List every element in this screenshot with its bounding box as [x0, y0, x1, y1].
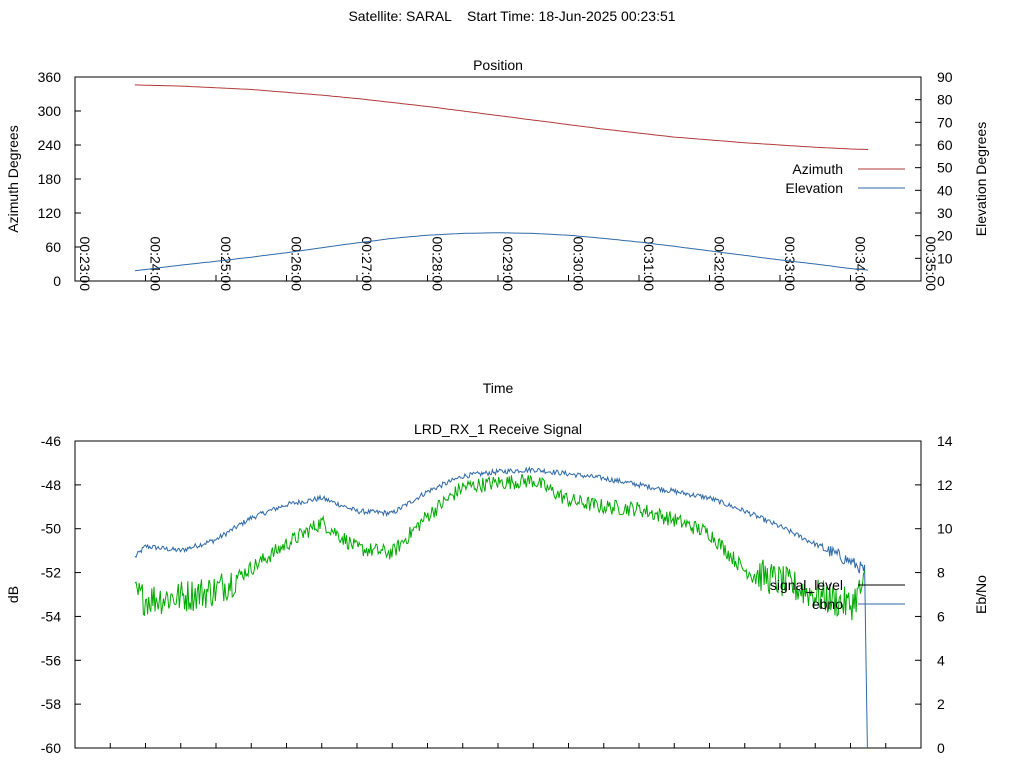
right-tick-label-0-9: 90 [937, 69, 953, 85]
left-tick-label-0-0: 0 [53, 273, 61, 289]
series-line-azimuth [134, 84, 869, 150]
x-tick-label-0-1: 00:24:00 [148, 237, 164, 292]
x-tick-label-0-5: 00:28:00 [430, 237, 446, 292]
x-tick-label-0-12: 00:35:00 [923, 237, 939, 292]
chart-title-0: Position [473, 57, 523, 73]
x-tick-label-0-2: 00:25:00 [218, 237, 234, 292]
left-tick-label-0-2: 120 [38, 205, 62, 221]
start-time-label: Start Time: 18-Jun-2025 00:23:51 [466, 8, 676, 24]
left-tick-label-1-3: -54 [41, 608, 61, 624]
legend-label-signal-level: signal_level [770, 577, 843, 593]
right-tick-label-1-4: 8 [937, 565, 945, 581]
left-tick-label-0-3: 180 [38, 171, 62, 187]
left-tick-label-1-7: -46 [41, 433, 61, 449]
page-title: Satellite: SARAL Start Time: 18-Jun-2025… [0, 8, 1024, 24]
right-tick-label-1-7: 14 [937, 433, 953, 449]
satellite-label: Satellite: SARAL [348, 8, 452, 24]
x-tick-label-0-0: 00:23:00 [77, 237, 93, 292]
right-tick-label-0-7: 70 [937, 114, 953, 130]
legend-label-ebno: ebno [812, 596, 843, 612]
left-tick-label-1-1: -58 [41, 696, 61, 712]
right-tick-label-0-8: 80 [937, 92, 953, 108]
left-tick-label-1-4: -52 [41, 565, 61, 581]
right-tick-label-0-2: 20 [937, 228, 953, 244]
right-tick-label-1-6: 12 [937, 477, 953, 493]
y2-axis-label-1: Eb/No [973, 575, 989, 614]
x-tick-label-0-10: 00:33:00 [782, 237, 798, 292]
left-tick-label-1-5: -50 [41, 521, 61, 537]
x-tick-label-0-9: 00:32:00 [712, 237, 728, 292]
x-tick-label-0-3: 00:26:00 [289, 237, 305, 292]
x-tick-label-0-6: 00:29:00 [500, 237, 516, 292]
series-line-ebno [134, 473, 866, 621]
right-tick-label-0-3: 30 [937, 205, 953, 221]
y-axis-label-1: dB [5, 586, 21, 603]
left-tick-label-0-1: 60 [45, 239, 61, 255]
x-tick-label-0-8: 00:31:00 [641, 237, 657, 292]
x-tick-label-0-7: 00:30:00 [571, 237, 587, 292]
left-tick-label-1-2: -56 [41, 652, 61, 668]
right-tick-label-0-6: 60 [937, 137, 953, 153]
right-tick-label-1-3: 6 [937, 608, 945, 624]
y-axis-label-0: Azimuth Degrees [5, 125, 21, 232]
left-tick-label-0-5: 300 [38, 103, 62, 119]
right-tick-label-1-2: 4 [937, 652, 945, 668]
left-tick-label-1-0: -60 [41, 740, 61, 756]
right-tick-label-0-1: 10 [937, 250, 953, 266]
left-tick-label-0-4: 240 [38, 137, 62, 153]
right-tick-label-0-0: 0 [937, 273, 945, 289]
right-tick-label-1-0: 0 [937, 740, 945, 756]
x-tick-label-0-11: 00:34:00 [853, 237, 869, 292]
right-tick-label-1-1: 2 [937, 696, 945, 712]
x-tick-label-0-4: 00:27:00 [359, 237, 375, 292]
right-tick-label-0-5: 50 [937, 160, 953, 176]
legend-label-elevation: Elevation [785, 180, 843, 196]
legend-label-azimuth: Azimuth [792, 161, 843, 177]
y2-axis-label-0: Elevation Degrees [973, 122, 989, 236]
right-tick-label-1-5: 10 [937, 521, 953, 537]
x-axis-label-0: Time [483, 380, 514, 396]
left-tick-label-0-6: 360 [38, 69, 62, 85]
right-tick-label-0-4: 40 [937, 182, 953, 198]
series-line-elevation [134, 232, 869, 272]
left-tick-label-1-6: -48 [41, 477, 61, 493]
series-line-signal-level [134, 466, 868, 749]
chart-title-1: LRD_RX_1 Receive Signal [414, 421, 582, 437]
